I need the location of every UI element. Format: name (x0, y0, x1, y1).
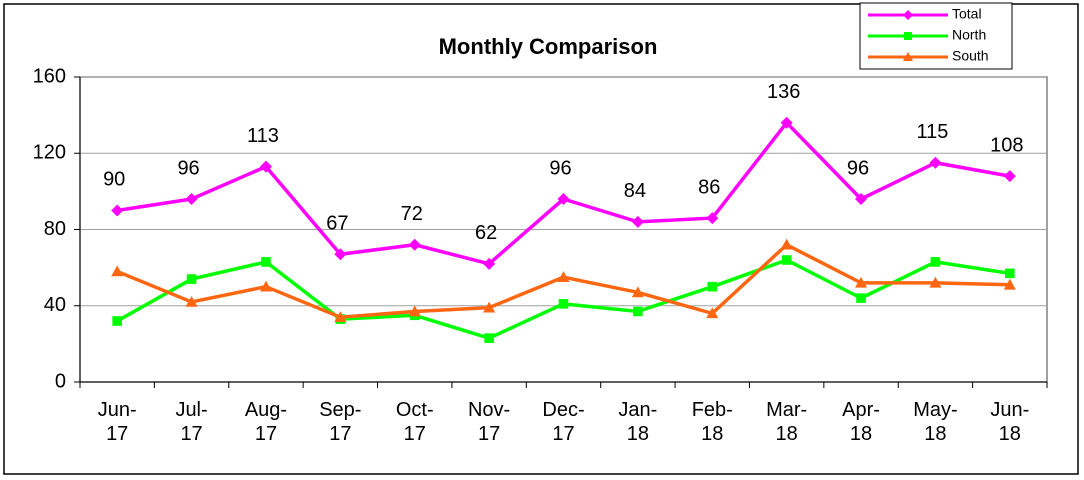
data-label: 108 (990, 134, 1023, 156)
marker (259, 280, 272, 292)
marker (483, 257, 496, 270)
marker (631, 286, 644, 298)
x-tick-label: Oct-17 (395, 399, 434, 445)
marker (408, 238, 421, 251)
marker (112, 316, 122, 326)
marker (903, 10, 913, 20)
marker (631, 215, 644, 228)
marker (111, 204, 124, 217)
marker (706, 212, 719, 225)
marker (706, 307, 719, 319)
marker (903, 52, 913, 61)
data-label: 96 (847, 157, 869, 179)
data-label: 113 (247, 125, 279, 147)
x-tick-label: Mar-18 (766, 399, 808, 445)
marker (334, 311, 347, 322)
x-tick-label: Nov-17 (467, 399, 511, 445)
marker (557, 193, 570, 205)
x-tick-label: Feb-18 (691, 399, 733, 445)
x-tick-label: Sep-17 (319, 399, 362, 445)
marker (557, 271, 570, 282)
x-tick-label: Jun-18 (990, 399, 1030, 445)
marker (929, 276, 942, 288)
marker (1003, 278, 1016, 290)
marker (856, 293, 866, 303)
marker (111, 265, 124, 277)
marker (780, 116, 793, 129)
marker (185, 193, 198, 205)
data-label: 86 (698, 176, 720, 198)
marker (483, 301, 496, 313)
data-label: 136 (767, 81, 800, 103)
marker (930, 257, 941, 267)
x-tick-label: Apr-18 (842, 399, 880, 445)
marker (780, 238, 793, 250)
x-tick-label: Jun-17 (97, 399, 137, 445)
data-label: 96 (549, 157, 571, 179)
marker (707, 281, 718, 292)
legend-label: Total (952, 6, 982, 22)
y-tick-label: 80 (44, 218, 66, 240)
marker (259, 160, 272, 173)
marker (633, 306, 643, 317)
marker (855, 276, 868, 288)
marker (185, 295, 198, 307)
marker (408, 305, 421, 317)
data-label: 62 (475, 222, 497, 244)
marker (781, 255, 792, 265)
data-label: 72 (401, 203, 423, 225)
data-label: 67 (326, 213, 348, 235)
legend-label: North (952, 27, 986, 43)
marker (855, 193, 868, 205)
marker (904, 32, 912, 40)
chart-title: Monthly Comparison (439, 34, 658, 59)
x-tick-label: May-18 (913, 399, 958, 445)
marker (261, 257, 271, 267)
marker (1003, 170, 1016, 183)
chart-border (3, 3, 1079, 475)
data-label: 115 (916, 121, 948, 143)
marker (334, 248, 347, 261)
y-tick-label: 40 (44, 294, 66, 316)
y-tick-label: 160 (33, 65, 66, 87)
y-tick-label: 120 (33, 142, 66, 164)
y-tick-label: 0 (55, 370, 66, 392)
marker (484, 333, 494, 343)
x-tick-label: Dec-17 (542, 399, 585, 445)
legend-label: South (952, 48, 989, 64)
x-tick-label: Aug-17 (244, 399, 288, 445)
data-label: 84 (624, 180, 646, 202)
marker (1005, 268, 1015, 279)
x-tick-label: Jul-17 (175, 399, 208, 445)
data-label: 90 (103, 169, 125, 191)
marker (558, 299, 569, 309)
marker (929, 156, 942, 169)
marker (186, 274, 197, 284)
x-tick-label: Jan-18 (618, 399, 658, 445)
data-label: 96 (177, 157, 199, 179)
